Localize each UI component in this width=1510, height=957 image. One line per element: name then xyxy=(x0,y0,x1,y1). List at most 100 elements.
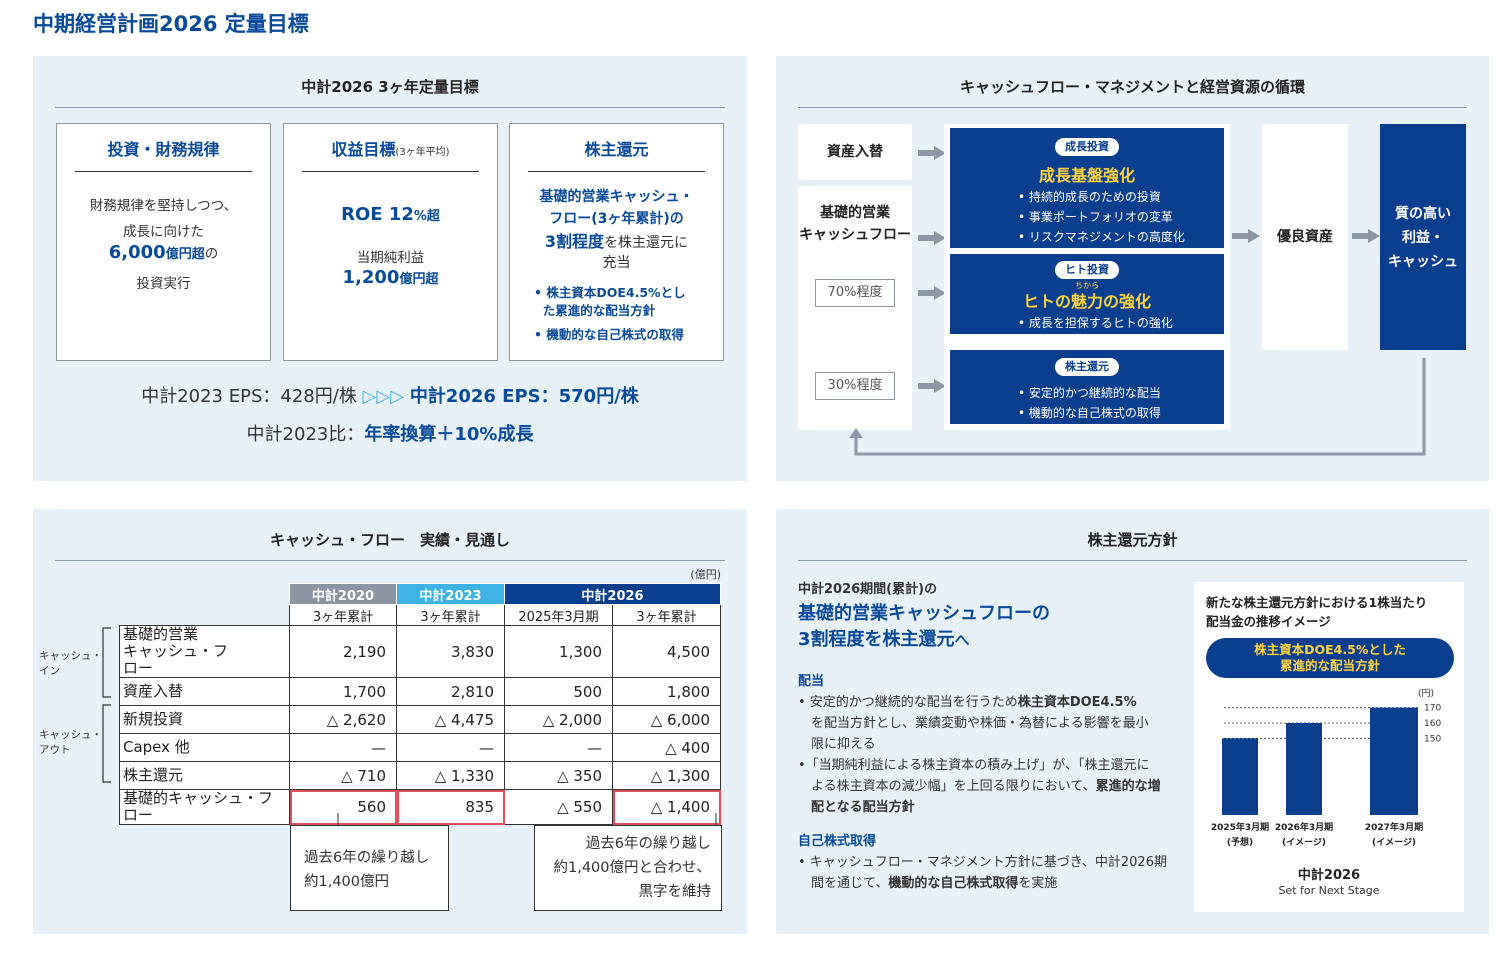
dividend-text: よる株主資本の減少幅」を上回る限りにおいて、 xyxy=(811,779,1096,794)
lead-big: 3割程度を株主還元 xyxy=(798,629,955,650)
note-connectors xyxy=(337,813,717,827)
chart-title: 配当金の推移イメージ xyxy=(1206,614,1331,629)
table-cell: 1,700 xyxy=(289,677,397,706)
eps-new: 中計2026 EPS：570円/株 xyxy=(409,386,639,407)
roe-value: ROE 12 xyxy=(341,204,414,225)
cash-in-label: キャッシュ・イン xyxy=(39,650,102,677)
growth-item: • 持続的成長のための投資 xyxy=(1018,190,1161,204)
dividend-text: を配当方針とし、業績変動や株価・為替による影響を最小 xyxy=(811,716,1149,731)
eps-prev: 中計2023 EPS：428円/株 xyxy=(141,386,357,407)
table-cell: △ 1,300 xyxy=(612,761,721,790)
dividend-chart-card: 新たな株主還元方針における1株当たり 配当金の推移イメージ 株主資本DOE4.5%… xyxy=(1194,582,1464,912)
policy-title: 株主還元方針 xyxy=(798,527,1467,561)
table-cell: — xyxy=(289,733,397,762)
cycle-panel: キャッシュフロー・マネジメントと経営資源の循環 資産入替 基礎的営業 キャッシュフ… xyxy=(776,56,1489,481)
table-cell: 2,810 xyxy=(396,677,505,706)
buyback-text: 間を通じて、 xyxy=(811,876,889,891)
note-text: 約1,400億円 xyxy=(304,874,390,890)
return-loop-arrow-icon xyxy=(849,358,1426,456)
return-ratio: 3割程度 xyxy=(544,232,605,251)
dividend-heading: 配当 xyxy=(798,674,825,689)
table-cell: △ 4,475 xyxy=(396,705,505,734)
growth-tag: 成長投資 xyxy=(1055,138,1119,156)
dividend-text: 限に抑える xyxy=(811,737,876,752)
table-cell: △ 2,620 xyxy=(289,705,397,734)
buyback-text: • キャッシュフロー・マネジメント方針に基づき、中計2026期 xyxy=(798,855,1167,870)
reference-label: 170 xyxy=(1424,704,1441,714)
chart-x-label: 2027年3月期 xyxy=(1365,821,1423,833)
lead-small: 中計2026期間(累計)の xyxy=(798,582,938,597)
table-cell: 2,190 xyxy=(289,625,397,678)
people-title: ヒトの魅力の強化 xyxy=(1022,292,1151,311)
chart-x-label: 2026年3月期 xyxy=(1275,821,1333,833)
table-row: 資産入替 1,700 2,810 500 1,800 xyxy=(119,677,721,706)
people-item: • 成長を担保するヒトの強化 xyxy=(1018,316,1173,330)
chart-pill: 累進的な配当方針 xyxy=(1279,658,1380,673)
cashflow-title: キャッシュ・フロー 実績・見通し xyxy=(55,527,725,561)
net-income-value: 1,200 xyxy=(342,267,400,288)
investment-heading: 投資・財務規律 xyxy=(75,136,252,172)
table-cell: 835 xyxy=(396,789,505,825)
investment-unit: 億円超 xyxy=(165,247,205,262)
net-income-unit: 億円超 xyxy=(399,272,439,287)
return-item: • 機動的な自己株式の取得 xyxy=(1018,406,1161,420)
dividend-text: 配となる配当方針 xyxy=(811,800,915,815)
reference-label: 160 xyxy=(1424,719,1441,729)
arrow-right-icon xyxy=(918,231,946,245)
dividend-text: •「当期純利益による株主資本の積み上げ」が、「株主還元に xyxy=(798,758,1150,773)
investment-text: 投資実行 xyxy=(136,276,191,292)
asset-swap-label: 資産入替 xyxy=(827,144,883,160)
return-text: 充当 xyxy=(602,255,631,271)
lead-big: へ xyxy=(954,631,970,649)
table-cell: △ 350 xyxy=(504,761,613,790)
group-brackets xyxy=(102,627,111,783)
table-cell: △ 2,000 xyxy=(504,705,613,734)
arrow-right-icon xyxy=(918,146,946,160)
investment-amount: 6,000 xyxy=(108,242,166,263)
return-tag: 株主還元 xyxy=(1055,358,1119,376)
growth-value: 年率換算＋10%成長 xyxy=(364,424,534,445)
chart-title: 新たな株主還元方針における1株当たり xyxy=(1206,595,1428,610)
table-cell: — xyxy=(396,733,505,762)
return-text: を株主還元に xyxy=(604,235,689,251)
page-title: 中期経営計画2026 定量目標 xyxy=(33,12,309,36)
pct30-badge: 30%程度 xyxy=(815,372,895,400)
return-item: • 安定的かつ継続的な配当 xyxy=(1018,386,1161,400)
chart-caption: Set for Next Stage xyxy=(1278,884,1380,897)
table-row: Capex 他 — — — △ 400 xyxy=(119,733,721,762)
unit-label: (億円) xyxy=(690,568,721,581)
return-box: 株主還元 基礎的営業キャッシュ・ フロー(3ヶ年累計)の 3割程度を株主還元に … xyxy=(509,123,724,361)
chart-unit-label: (円) xyxy=(1418,688,1434,699)
table-cell: △ 550 xyxy=(504,789,613,825)
arrow-right-icon xyxy=(1352,229,1380,243)
quality-cash-box: 質の高い 利益・ キャッシュ xyxy=(1380,124,1466,350)
ocf-box: 基礎的営業 キャッシュフロー 70%程度 30%程度 xyxy=(798,186,912,430)
table-cell: 4,500 xyxy=(612,625,721,678)
arrow-right-icon xyxy=(918,379,946,393)
dividend-text: 株主資本DOE4.5% xyxy=(1017,695,1137,710)
growth-label: 中計2023比： xyxy=(246,424,365,445)
period-header: 2025年3月期 xyxy=(504,604,613,626)
row-label: Capex 他 xyxy=(119,733,290,762)
return-bullet: た累進的な配当方針 xyxy=(542,303,656,318)
table-cell: 560 xyxy=(289,789,397,825)
return-alloc-box: 株主還元 • 安定的かつ継続的な配当 • 機動的な自己株式の取得 xyxy=(950,350,1224,424)
chart-bar xyxy=(1286,723,1322,815)
lead-big: 基礎的営業キャッシュフローの xyxy=(798,603,1050,624)
profit-box: 収益目標(3ヶ年平均) ROE 12%超 当期純利益 1,200億円超 xyxy=(283,123,498,361)
table-cell: △ 400 xyxy=(612,733,721,762)
period-header: 3ヶ年累計 xyxy=(289,604,397,626)
net-income-label: 当期純利益 xyxy=(356,250,425,266)
table-row: 新規投資 △ 2,620 △ 4,475 △ 2,000 △ 6,000 xyxy=(119,705,721,734)
arrow-right-icon xyxy=(918,286,946,300)
return-bullet: 機動的な自己株式の取得 xyxy=(546,327,684,342)
growth-item: • 事業ポートフォリオの変革 xyxy=(1018,210,1173,224)
growth-line: 中計2023比：年率換算＋10%成長 xyxy=(33,420,747,446)
investment-text: 成長に向けた xyxy=(123,224,204,240)
table-cell: 3,830 xyxy=(396,625,505,678)
profit-heading-text: 収益目標 xyxy=(331,140,396,159)
note-text: 約1,400億円と合わせ、 xyxy=(553,860,711,876)
ocf-label: キャッシュフロー xyxy=(799,227,911,243)
table-cell: △ 6,000 xyxy=(612,705,721,734)
eps-arrows-icon: ▷▷▷ xyxy=(362,386,405,407)
